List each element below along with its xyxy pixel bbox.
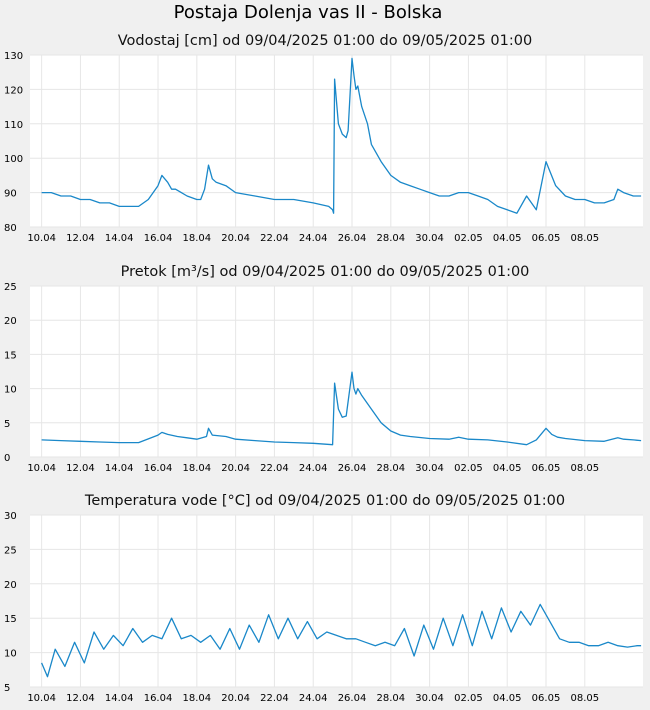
x-tick-label: 02.05: [454, 463, 483, 474]
x-tick-label: 20.04: [221, 693, 250, 704]
x-tick-label: 28.04: [376, 463, 405, 474]
chart-panel-1: Vodostaj [cm] od 09/04/2025 01:00 do 09/…: [4, 33, 643, 244]
x-tick-label: 08.05: [570, 693, 599, 704]
x-tick-label: 04.05: [493, 233, 522, 244]
y-tick-label: 80: [4, 223, 17, 234]
x-tick-label: 22.04: [260, 463, 289, 474]
y-tick-label: 120: [4, 85, 23, 96]
x-tick-label: 26.04: [338, 233, 367, 244]
y-tick-label: 30: [4, 511, 17, 522]
x-tick-label: 22.04: [260, 233, 289, 244]
x-tick-label: 22.04: [260, 693, 289, 704]
plot-area: [30, 515, 643, 687]
x-tick-label: 14.04: [105, 463, 134, 474]
y-tick-label: 10: [4, 385, 17, 396]
x-tick-label: 18.04: [183, 233, 212, 244]
x-tick-label: 16.04: [144, 693, 173, 704]
x-tick-label: 10.04: [27, 233, 56, 244]
x-tick-label: 06.05: [532, 693, 561, 704]
x-tick-label: 24.04: [299, 693, 328, 704]
y-tick-label: 10: [4, 649, 17, 660]
x-tick-label: 26.04: [338, 693, 367, 704]
y-tick-label: 5: [4, 419, 10, 430]
y-tick-label: 100: [4, 154, 23, 165]
x-tick-label: 20.04: [221, 463, 250, 474]
x-tick-label: 24.04: [299, 233, 328, 244]
y-tick-label: 20: [4, 316, 17, 327]
plot-area: [30, 55, 643, 227]
x-tick-label: 04.05: [493, 463, 522, 474]
x-tick-label: 08.05: [570, 233, 599, 244]
x-tick-label: 06.05: [532, 233, 561, 244]
y-tick-label: 90: [4, 189, 17, 200]
x-tick-label: 14.04: [105, 693, 134, 704]
chart-title: Temperatura vode [°C] od 09/04/2025 01:0…: [84, 493, 565, 509]
y-tick-label: 5: [4, 683, 10, 694]
y-tick-label: 25: [4, 282, 17, 293]
x-tick-label: 16.04: [144, 463, 173, 474]
x-tick-label: 12.04: [66, 463, 95, 474]
page-title: Postaja Dolenja vas II - Bolska: [173, 2, 443, 23]
plot-area: [30, 286, 643, 457]
chart-panel-3: Temperatura vode [°C] od 09/04/2025 01:0…: [4, 493, 643, 704]
x-tick-label: 14.04: [105, 233, 134, 244]
x-tick-label: 20.04: [221, 233, 250, 244]
x-tick-label: 30.04: [415, 233, 444, 244]
x-tick-label: 12.04: [66, 693, 95, 704]
x-tick-label: 10.04: [27, 693, 56, 704]
y-tick-label: 15: [4, 614, 17, 625]
x-tick-label: 18.04: [183, 693, 212, 704]
x-tick-label: 08.05: [570, 463, 599, 474]
y-tick-label: 0: [4, 453, 10, 464]
x-tick-label: 18.04: [183, 463, 212, 474]
x-tick-label: 12.04: [66, 233, 95, 244]
y-tick-label: 20: [4, 580, 17, 591]
series-line: [41, 371, 642, 446]
x-tick-label: 28.04: [376, 233, 405, 244]
y-tick-label: 15: [4, 350, 17, 361]
x-tick-label: 30.04: [415, 693, 444, 704]
x-tick-label: 06.05: [532, 463, 561, 474]
x-tick-label: 04.05: [493, 693, 522, 704]
x-tick-label: 02.05: [454, 693, 483, 704]
chart-title: Vodostaj [cm] od 09/04/2025 01:00 do 09/…: [118, 33, 532, 49]
y-tick-label: 110: [4, 120, 23, 131]
series-line: [41, 603, 642, 678]
chart-title: Pretok [m³/s] od 09/04/2025 01:00 do 09/…: [121, 264, 530, 280]
x-tick-label: 26.04: [338, 463, 367, 474]
x-tick-label: 16.04: [144, 233, 173, 244]
x-tick-label: 02.05: [454, 233, 483, 244]
x-tick-label: 28.04: [376, 693, 405, 704]
x-tick-label: 30.04: [415, 463, 444, 474]
series-line: [41, 57, 642, 214]
x-tick-label: 24.04: [299, 463, 328, 474]
chart-panel-2: Pretok [m³/s] od 09/04/2025 01:00 do 09/…: [4, 264, 643, 474]
y-tick-label: 25: [4, 545, 17, 556]
y-tick-label: 130: [4, 51, 23, 62]
x-tick-label: 10.04: [27, 463, 56, 474]
